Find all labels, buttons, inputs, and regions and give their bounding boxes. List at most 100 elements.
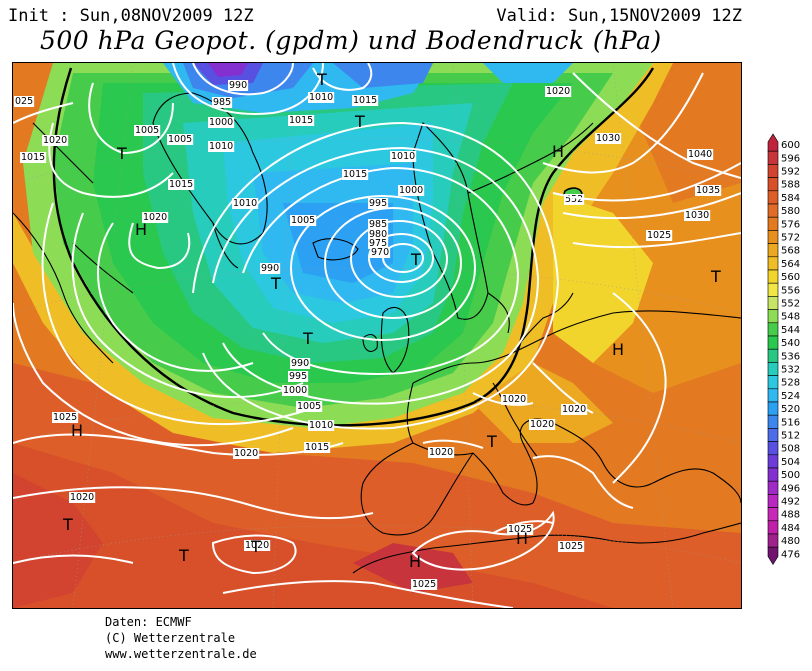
isobar-label-background	[69, 492, 96, 503]
legend-value: 512	[781, 431, 800, 442]
isobar-label-background	[398, 185, 425, 196]
isobar-label: 1020	[530, 419, 554, 430]
high-centre: H	[135, 220, 147, 239]
isobar-label-background	[296, 401, 323, 412]
isobar-label: 025	[15, 96, 33, 107]
legend-swatch	[767, 441, 779, 456]
isobar-label-background	[545, 86, 572, 97]
credit-data-source: Daten: ECMWF	[105, 615, 192, 629]
legend-swatch	[767, 494, 779, 508]
isobar-label: 1005	[291, 215, 315, 226]
isobar-label: 1020	[143, 212, 167, 223]
isobar-label-background	[561, 404, 588, 415]
low-centre: T	[316, 70, 327, 89]
init-time-label: Init : Sun,08NOV2009 12Z	[8, 6, 254, 26]
field-588	[353, 543, 473, 593]
isobar-label-background	[282, 385, 309, 396]
isobar-label: 990	[261, 263, 279, 274]
isobar-label: 1025	[647, 230, 671, 241]
isobars	[13, 63, 741, 608]
legend-swatch	[767, 546, 779, 565]
legend-swatch	[767, 282, 779, 297]
isobar-label-background	[290, 215, 317, 226]
isobar-label: 1020	[70, 492, 94, 503]
isobar-label-background	[390, 151, 417, 162]
legend-value: 544	[781, 325, 800, 336]
legend-value: 500	[781, 470, 800, 481]
legend-value: 600	[781, 140, 800, 151]
isobar-label: 1015	[305, 442, 329, 453]
low-centre: T	[710, 267, 721, 286]
legend-swatch	[767, 428, 779, 442]
isobar-label-background	[232, 198, 259, 209]
legend-swatch	[767, 243, 779, 258]
isobar-label: 1005	[135, 125, 159, 136]
legend-swatch	[767, 401, 779, 416]
legend-value: 568	[781, 246, 800, 257]
legend-swatch	[767, 322, 779, 337]
isobar-label: 1020	[429, 447, 453, 458]
low-centre: T	[486, 432, 497, 451]
isobar-label-background	[428, 447, 455, 458]
legend-value: 556	[781, 285, 800, 296]
legend-swatch	[767, 454, 779, 469]
isobar-label: 995	[369, 198, 387, 209]
legend-value: 480	[781, 536, 800, 547]
isobar-label: 1020	[245, 540, 269, 551]
legend-swatch	[767, 216, 779, 231]
isobar-label: 1025	[412, 579, 436, 590]
isobar-label: 990	[229, 80, 247, 91]
chart-title: 500 hPa Geopot. (gpdm) und Bodendruck (h…	[40, 26, 662, 55]
credit-website: www.wetterzentrale.de	[105, 647, 257, 661]
legend-swatch	[767, 309, 779, 324]
isobar-label-background	[558, 541, 585, 552]
legend-canvas: 600 596 592 588 584 580 576 572 568 564 560 556 552 5…	[767, 133, 800, 565]
legend-value: 488	[781, 510, 800, 521]
legend-value: 584	[781, 193, 800, 204]
isobar-label: 980	[369, 229, 387, 240]
isobar-label-background	[134, 125, 161, 136]
legend-swatch	[767, 362, 779, 376]
legend-value: 536	[781, 351, 800, 362]
legend-swatch	[767, 256, 779, 271]
legend-swatch	[767, 388, 779, 403]
low-centre: T	[250, 537, 261, 556]
legend-swatch	[767, 133, 779, 152]
legend-swatch	[767, 164, 779, 178]
low-centre: T	[410, 250, 421, 269]
low-centre: T	[302, 329, 313, 348]
isobar-label: 1005	[297, 401, 321, 412]
isobar-label: 1005	[168, 134, 192, 145]
high-centre: H	[516, 529, 528, 548]
isobar-label: 1025	[53, 412, 77, 423]
isobar-label-background	[342, 169, 369, 180]
isobar-label-background	[288, 371, 309, 382]
isobar-label: 1015	[343, 169, 367, 180]
isobar-label-background	[208, 117, 235, 128]
isobar-label-background	[411, 579, 438, 590]
isobar-label: 1020	[43, 135, 67, 146]
isobar-label-background	[684, 210, 711, 221]
isobar-label: 1000	[399, 185, 423, 196]
high-centre: H	[71, 421, 83, 440]
isobar-label: 1025	[559, 541, 583, 552]
isobar-label: 985	[369, 219, 387, 230]
legend-value: 492	[781, 497, 800, 508]
isobar-label-background	[695, 185, 722, 196]
isobar-label-background	[687, 149, 714, 160]
isobar-label-background	[352, 95, 379, 106]
legend-value: 520	[781, 404, 800, 415]
legend-swatch	[767, 533, 779, 548]
legend-value: 508	[781, 444, 800, 455]
isobar-label-background	[308, 420, 335, 431]
isobar-label: 1000	[209, 117, 233, 128]
isobar-label-background	[646, 230, 673, 241]
colour-scale-legend: 600 596 592 588 584 580 576 572 568 564 560 556 552 5…	[766, 132, 812, 572]
legend-value: 548	[781, 312, 800, 323]
isobar-label-background	[233, 448, 260, 459]
isobar-label: 1040	[688, 149, 712, 160]
legend-swatch	[767, 296, 779, 310]
contour-552-label: 552	[565, 194, 583, 205]
isobar-label: 1030	[596, 133, 620, 144]
legend-swatch	[767, 414, 779, 429]
